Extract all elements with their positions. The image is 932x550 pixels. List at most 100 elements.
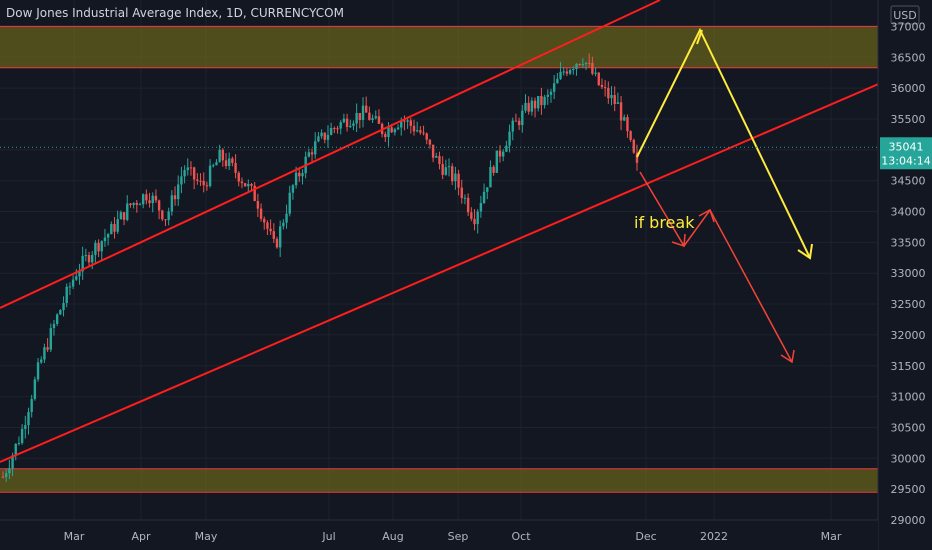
candle-body [320,132,323,137]
candle-body [600,84,604,88]
last-price-label [880,137,932,170]
candle-body [575,64,578,69]
candle-body [387,127,390,138]
candle-body [435,156,438,158]
currency-badge [890,5,920,25]
y-tick-31000: 31000 [891,391,926,404]
candle-body [243,183,247,187]
candle-body [326,134,330,140]
candle-body [626,117,629,132]
candle-body [212,165,215,167]
price-axis-bg [878,0,932,550]
candle-body [537,96,540,109]
candle-body [256,200,260,209]
candle-body [616,102,620,104]
candle-body [460,187,463,199]
y-tick-35500: 35500 [891,113,926,126]
candle-body [65,286,68,304]
candle-body [333,128,336,130]
candle-body [30,399,33,413]
candle-body [562,71,565,73]
candle-body [486,187,489,192]
chart-title: Dow Jones Industrial Average Index, 1D, … [6,6,344,20]
candle-body [180,176,183,185]
candle-body [597,72,600,85]
candle-body [466,197,470,213]
y-tick-32000: 32000 [891,329,926,342]
candle-body [546,94,549,97]
candle-body [607,87,610,99]
candle-body [145,194,148,201]
y-tick-30000: 30000 [891,452,926,465]
candle-body [275,238,279,248]
candle-body [556,78,559,84]
candle-body [361,105,365,120]
candle-body [514,120,518,122]
candle-body [632,139,636,153]
x-tick-5: Sep [448,530,469,543]
candle-body [543,96,546,106]
candle-body [68,286,72,288]
candle-body [192,167,196,180]
candle-body [482,191,486,203]
candle-body [135,202,139,205]
candle-body [349,125,352,128]
candle-body [584,62,588,65]
candle-body [269,228,272,232]
price-zones [0,25,878,493]
candle-body [438,156,441,164]
candle-body [396,127,400,130]
candle-body [247,183,250,187]
candle-body [215,162,218,166]
candle-body [629,131,632,140]
candle-body [501,151,505,157]
candle-body [441,163,444,175]
candle-body [52,323,56,329]
candle-body [208,165,212,187]
candle-body [237,172,240,182]
drawings: if break [0,0,932,463]
candle-body [103,237,107,242]
y-tick-29000: 29000 [891,514,926,527]
y-tick-37000: 37000 [891,20,926,33]
time-axis-bg [0,520,878,550]
projection-yellow-path [636,27,811,259]
candle-body [355,112,358,124]
candle-body [84,255,88,257]
candle-body [55,314,59,324]
candle-body [524,102,527,111]
candle-body [132,202,135,205]
candle-body [285,213,288,223]
candle-body [310,152,314,155]
channel-lower-line [0,60,932,463]
candle-body [425,133,428,140]
candle-body [228,158,231,167]
y-tick-34000: 34000 [891,206,926,219]
candle-body [94,242,97,255]
candle-body [530,100,534,112]
candle-body [106,234,110,238]
candle-body [8,468,11,474]
candle-body [572,68,575,70]
candle-body [1,476,5,478]
candle-body [199,180,202,182]
candle-body [205,185,209,187]
candles [1,53,639,482]
candle-body [218,149,221,163]
candle-body [565,71,569,74]
candle-body [78,271,81,277]
candle-body [100,241,103,252]
x-tick-4: Aug [382,530,403,543]
candle-body [635,152,639,163]
candle-body [46,347,49,350]
candle-body [581,64,585,66]
red-arrowhead-1 [671,233,686,248]
yellow-arrowhead-bottom [797,243,813,260]
candle-body [470,212,473,219]
candle-body [451,166,454,182]
candle-body [314,141,317,155]
candle-body [189,167,193,169]
candle-body [317,136,320,142]
